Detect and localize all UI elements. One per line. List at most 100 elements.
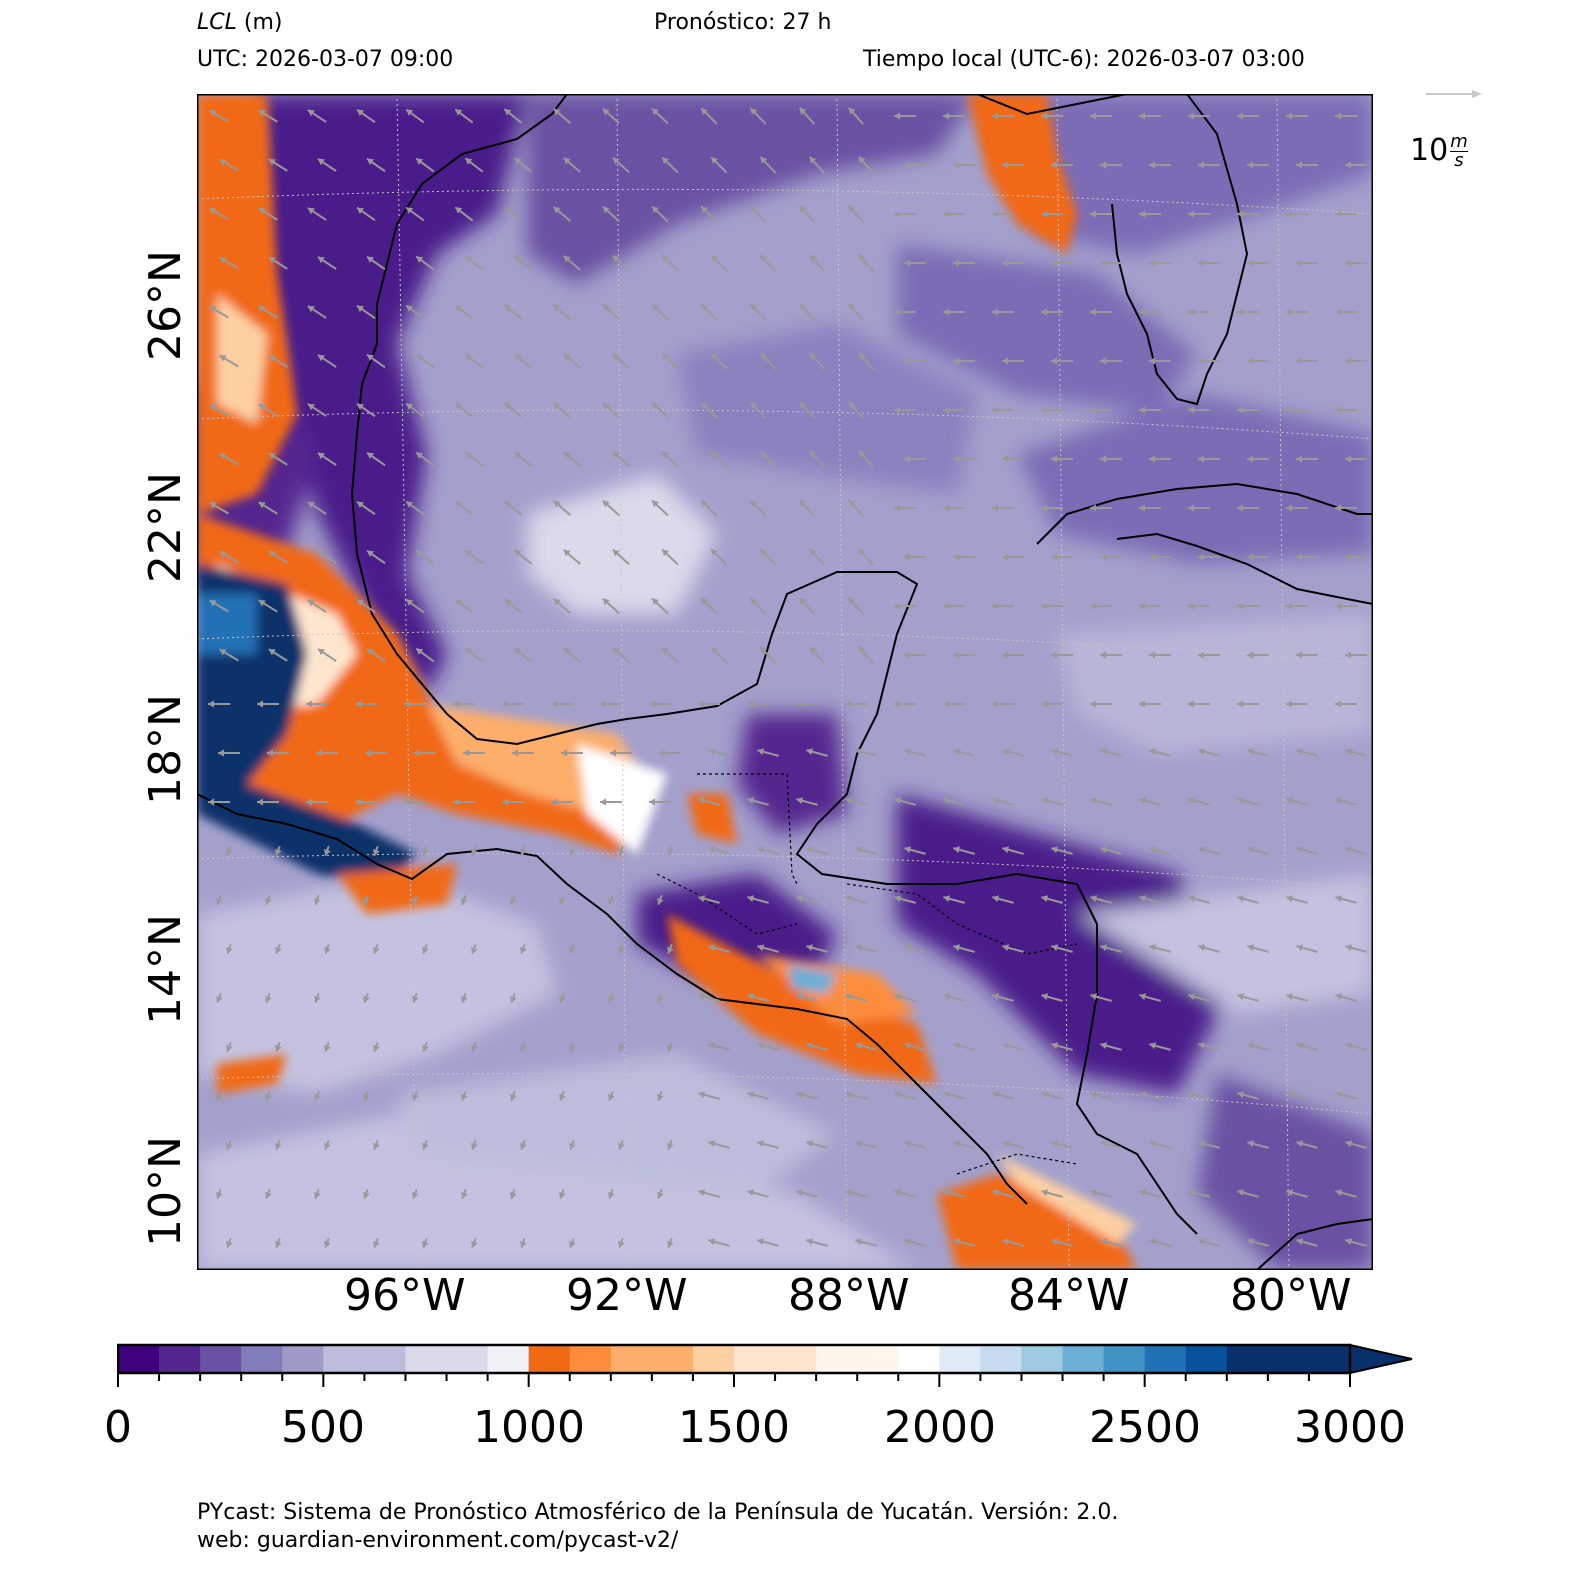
wind-arrow-head (471, 1142, 478, 1150)
colorbar-swatch (1103, 1345, 1146, 1373)
wind-arrow-head (953, 1042, 961, 1050)
colorbar-swatch (734, 1345, 776, 1373)
wind-arrow-head (1198, 651, 1205, 659)
wind-arrow-head (363, 897, 370, 905)
country-borders (656, 773, 1078, 1175)
colorbar-tick-1500: 1500 (678, 1402, 790, 1453)
wind-arrow-head (1041, 895, 1049, 903)
wind-arrow-head (1100, 748, 1108, 756)
wind-arrow-head (711, 451, 718, 459)
wind-arrow-head (904, 455, 911, 463)
wind-arrow-head (1198, 161, 1205, 169)
wind-arrow-head (992, 993, 1000, 1001)
wind-arrow-head (324, 1142, 331, 1150)
wind-arrow-head (657, 1093, 664, 1101)
wind-arrow-head (1335, 700, 1342, 708)
wind-arrow-head (894, 895, 902, 903)
wind-arrow-head (1188, 112, 1195, 120)
wind-arrow-head (1286, 1091, 1294, 1099)
wind-arrow-head (514, 158, 522, 165)
wind-arrow-head (953, 944, 961, 952)
wind-arrow-head (324, 848, 331, 856)
wind-arrow-head (553, 304, 561, 312)
wind-arrow-head (1139, 1091, 1147, 1099)
wind-arrow-head (1051, 1238, 1059, 1246)
wind-arrow-head (520, 1240, 527, 1248)
wind-arrow-head (307, 305, 315, 313)
variable-title: LCL (m) (197, 10, 282, 35)
wind-arrow-head (367, 354, 374, 362)
colorbar-swatch (816, 1345, 858, 1373)
wind-arrow-head (708, 1042, 716, 1050)
wind-arrow-head (356, 599, 364, 607)
wind-arrow-head (1188, 308, 1195, 316)
wind-arrow-head (698, 993, 706, 1001)
colorbar-tick-2500: 2500 (1089, 1402, 1201, 1453)
wind-arrow-head (1286, 797, 1294, 805)
wind-arrow-head (747, 1091, 755, 1099)
wind-arrow-head (943, 700, 950, 708)
wind-arrow-head (708, 846, 716, 854)
wind-arrow-head (1149, 455, 1156, 463)
wind-arrow-head (373, 1240, 380, 1248)
wind-arrow-head (257, 798, 264, 806)
wind-arrow-head (992, 112, 999, 120)
wind-arrow-head (757, 944, 765, 952)
wind-arrow-head (750, 598, 758, 605)
lon-label-88w: 88°W (788, 1270, 910, 1321)
wind-arrow-head (1286, 895, 1294, 903)
wind-arrow-head (1237, 504, 1244, 512)
wind-arrow-head (209, 600, 217, 607)
wind-arrow-head (414, 749, 421, 757)
wind-arrow-head (412, 995, 419, 1003)
wind-arrow-head (314, 995, 321, 1003)
wind-arrow-head (799, 107, 807, 115)
wind-arrow-head (943, 895, 951, 903)
wind-arrow-head (698, 700, 705, 708)
wind-arrow-head (1237, 308, 1244, 316)
wind-arrow-head (799, 499, 807, 507)
wind-arrow-head (848, 303, 856, 311)
colorbar-swatches (117, 1343, 1413, 1375)
wind-arrow-head (471, 848, 478, 856)
wind-arrow-head (992, 895, 1000, 903)
wind-arrow-head (314, 1191, 321, 1199)
wind-arrow-head (455, 207, 463, 214)
wind-arrow-head (1345, 748, 1353, 756)
wind-arrow-head (569, 1142, 576, 1150)
wind-arrow-head (992, 1091, 1000, 1099)
wind-arrow-head (806, 1238, 814, 1246)
wind-arrow-head (757, 1238, 765, 1246)
wind-arrow-head (1247, 651, 1254, 659)
wind-arrow-head (992, 210, 999, 218)
wind-arrow-head (317, 550, 325, 558)
wind-arrow-head (1247, 846, 1255, 854)
wind-arrow-head (1051, 846, 1059, 854)
wind-arrow-head (455, 305, 463, 312)
wind-arrow-head (1345, 259, 1352, 267)
wind-arrow-head (612, 353, 620, 361)
wind-arrow-head (422, 848, 429, 856)
wind-arrow-head (904, 553, 911, 561)
variable-unit: (m) (243, 10, 283, 35)
wind-arrow-head (1345, 1238, 1353, 1246)
wind-arrow-head (845, 797, 853, 805)
wind-arrow-head (612, 255, 620, 263)
wind-arrow-head (1041, 993, 1049, 1001)
wind-arrow-head (698, 895, 706, 903)
wind-arrow-head (471, 1044, 478, 1052)
wind-arrow-head (760, 255, 768, 262)
wind-arrow-head (662, 647, 669, 655)
wind-arrow-head (356, 305, 364, 313)
wind-arrow-head (1041, 700, 1048, 708)
wind-arrow-head (904, 944, 912, 952)
wind-arrow-head (306, 798, 313, 806)
wind-arrow-head (373, 848, 380, 856)
wind-arrow-head (760, 157, 768, 164)
wind-arrow-head (943, 406, 950, 414)
wind-arrow-head (373, 946, 380, 954)
wind-arrow-head (799, 205, 807, 213)
colorbar-tick-500: 500 (281, 1402, 365, 1453)
wind-arrow-head (569, 1240, 576, 1248)
wind-arrow-head (858, 156, 866, 164)
